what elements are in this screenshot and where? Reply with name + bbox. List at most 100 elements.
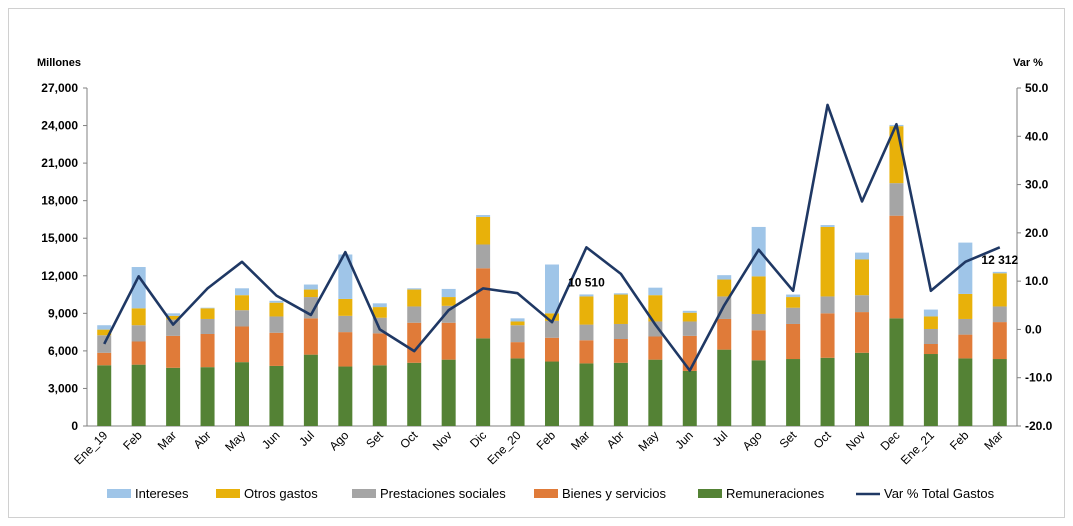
bar-intereses	[269, 300, 284, 303]
x-tick-label: Feb	[947, 428, 972, 453]
x-tick-label: Jul	[710, 428, 731, 449]
x-tick-label: Set	[777, 428, 800, 451]
bar-intereses	[407, 288, 422, 290]
y-right-tick-label: 50.0	[1025, 81, 1049, 95]
bar-prestaciones-sociales	[407, 306, 422, 323]
y-axis-left-title: Millones	[37, 57, 81, 69]
bar-bienes-y-servicios	[235, 326, 249, 363]
bar-otros-gastos	[648, 295, 663, 322]
bar-otros-gastos	[751, 276, 766, 314]
bar-remuneraciones	[820, 357, 835, 426]
y-left-tick-label: 27,000	[41, 81, 78, 95]
legend-label: Remuneraciones	[726, 486, 825, 501]
bar-bienes-y-servicios	[200, 333, 215, 368]
x-tick-label: Ene_21	[898, 428, 937, 467]
bar-otros-gastos	[682, 312, 697, 322]
bar-bienes-y-servicios	[338, 332, 353, 367]
bar-bienes-y-servicios	[992, 322, 1007, 360]
bar-bienes-y-servicios	[958, 334, 973, 359]
legend-label: Var % Total Gastos	[884, 486, 995, 501]
bar-otros-gastos	[407, 289, 422, 307]
bar-bienes-y-servicios	[303, 318, 318, 355]
bar-prestaciones-sociales	[682, 321, 697, 336]
bar-remuneraciones	[958, 358, 973, 426]
bar-bienes-y-servicios	[407, 322, 422, 363]
x-tick-label: Jun	[672, 428, 696, 452]
x-tick-label: Feb	[120, 428, 145, 453]
bar-prestaciones-sociales	[269, 316, 284, 333]
bar-intereses	[958, 242, 973, 294]
y-left-tick-label: 15,000	[41, 231, 78, 245]
data-label: 10 510	[568, 275, 605, 289]
bar-prestaciones-sociales	[889, 183, 904, 216]
x-tick-label: Jun	[259, 428, 283, 452]
bar-prestaciones-sociales	[820, 296, 835, 314]
bar-otros-gastos	[717, 279, 732, 297]
y-right-tick-label: 40.0	[1025, 129, 1049, 143]
bar-otros-gastos	[923, 316, 938, 329]
bar-bienes-y-servicios	[372, 333, 387, 366]
bar-intereses	[131, 267, 146, 309]
x-tick-label: Set	[363, 428, 386, 451]
bar-otros-gastos	[476, 216, 491, 245]
bar-bienes-y-servicios	[613, 338, 628, 363]
bar-bienes-y-servicios	[545, 337, 559, 362]
bar-prestaciones-sociales	[166, 319, 181, 336]
bar-prestaciones-sociales	[992, 306, 1007, 323]
bar-bienes-y-servicios	[476, 268, 491, 339]
legend-label: Bienes y servicios	[562, 486, 667, 501]
bar-prestaciones-sociales	[441, 305, 456, 323]
bar-otros-gastos	[97, 329, 112, 336]
bar-prestaciones-sociales	[476, 244, 491, 269]
bar-intereses	[682, 310, 697, 313]
bar-bienes-y-servicios	[510, 342, 525, 359]
x-tick-label: Feb	[534, 428, 559, 453]
bar-intereses	[613, 293, 628, 295]
legend-swatch	[352, 489, 376, 498]
bar-otros-gastos	[579, 296, 594, 325]
y-right-tick-label: 10.0	[1025, 274, 1049, 288]
bar-bienes-y-servicios	[441, 322, 456, 360]
bar-intereses	[441, 288, 456, 298]
bar-remuneraciones	[613, 362, 628, 426]
bar-bienes-y-servicios	[786, 323, 801, 360]
bar-remuneraciones	[131, 364, 146, 426]
bar-remuneraciones	[235, 362, 249, 426]
x-tick-label: Dec	[878, 428, 903, 453]
bar-remuneraciones	[200, 367, 215, 426]
bar-prestaciones-sociales	[579, 324, 594, 341]
bar-prestaciones-sociales	[648, 321, 663, 337]
bar-prestaciones-sociales	[97, 335, 112, 353]
bar-remuneraciones	[682, 370, 697, 426]
bar-remuneraciones	[166, 367, 181, 426]
bar-remuneraciones	[338, 366, 353, 426]
y-right-tick-label: 0.0	[1025, 322, 1042, 336]
bar-bienes-y-servicios	[97, 352, 112, 366]
y-right-tick-label: 30.0	[1025, 178, 1049, 192]
bar-intereses	[200, 307, 215, 309]
y-left-tick-label: 9,000	[48, 306, 78, 320]
bar-intereses	[855, 252, 869, 260]
bar-otros-gastos	[786, 297, 801, 308]
bar-intereses	[235, 288, 249, 296]
x-tick-label: Ene_20	[485, 428, 524, 467]
bar-bienes-y-servicios	[131, 341, 146, 365]
x-tick-label: Abr	[191, 428, 214, 451]
bar-bienes-y-servicios	[717, 318, 732, 350]
bar-otros-gastos	[166, 315, 181, 320]
bar-remuneraciones	[751, 360, 766, 426]
legend-swatch	[216, 489, 240, 498]
bar-intereses	[510, 318, 525, 322]
legend-swatch	[698, 489, 722, 498]
bar-intereses	[166, 313, 181, 316]
bar-otros-gastos	[338, 298, 353, 316]
legend-swatch	[107, 489, 131, 498]
bar-otros-gastos	[992, 273, 1007, 307]
y-axis-right-title: Var %	[1013, 57, 1043, 69]
bar-prestaciones-sociales	[923, 328, 938, 345]
bar-otros-gastos	[372, 307, 387, 318]
bar-otros-gastos	[958, 293, 973, 319]
bar-prestaciones-sociales	[855, 295, 869, 313]
bar-otros-gastos	[303, 289, 318, 298]
bar-remuneraciones	[407, 362, 422, 426]
